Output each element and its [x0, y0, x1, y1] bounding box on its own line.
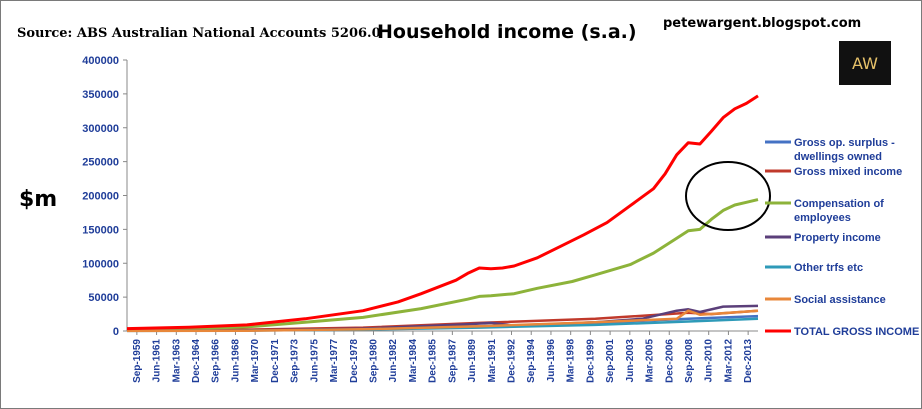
x-tick-label: Dec-2006 — [664, 339, 675, 383]
x-tick-label: Sep-2001 — [605, 339, 616, 383]
x-tick-label: Sep-1987 — [447, 339, 458, 383]
chart-title: Household income (s.a.) — [377, 21, 637, 43]
y-tick-label: 50000 — [88, 292, 119, 304]
x-tick-label: Sep-1959 — [132, 339, 143, 383]
source-note: Source: ABS Australian National Accounts… — [17, 26, 381, 41]
x-tick-label: Mar-1991 — [487, 339, 498, 383]
legend-label: Compensation of employees — [794, 198, 884, 224]
x-tick-label: Jun-1975 — [309, 339, 320, 383]
x-tick-label: Jun-1961 — [152, 339, 163, 383]
y-tick-label: 400000 — [82, 55, 119, 67]
y-tick-label: 0 — [113, 326, 119, 338]
y-axis: 0 50000 100000 150000 200000 250000 300000 3500… — [82, 55, 128, 338]
x-tick-label: Sep-1994 — [526, 339, 537, 383]
series-line-6 — [126, 94, 759, 331]
x-tick-label: Dec-1999 — [585, 339, 596, 383]
x-tick-label: Jun-1968 — [230, 339, 241, 383]
x-tick-label: Dec-1985 — [428, 339, 439, 383]
legend-label: Gross op. surplus -dwellings owned — [794, 137, 895, 163]
y-tick-label: 250000 — [82, 157, 119, 169]
x-tick-label: Sep-1966 — [211, 339, 222, 383]
legend-label: Other trfs etc — [794, 262, 863, 274]
x-tick-label: Jun-2010 — [704, 339, 715, 383]
annotation-ellipse — [685, 161, 771, 231]
x-tick-label: Mar-2012 — [723, 339, 734, 383]
x-tick-label: Jun-1989 — [467, 339, 478, 383]
legend-label: TOTAL GROSS INCOME — [794, 326, 919, 338]
series-line-2 — [126, 198, 759, 331]
x-tick-label: Dec-1978 — [349, 339, 360, 383]
x-tick-label: Dec-1964 — [191, 339, 202, 383]
x-tick-label: Jun-2003 — [625, 339, 636, 383]
x-tick-label: Mar-1984 — [408, 339, 419, 383]
y-tick-label: 100000 — [82, 258, 119, 270]
x-tick-label: Dec-2013 — [743, 339, 754, 383]
x-tick-label: Sep-1980 — [368, 339, 379, 383]
x-tick-label: Mar-1963 — [171, 339, 182, 383]
y-tick-label: 350000 — [82, 89, 119, 101]
legend-label: Social assistance — [794, 294, 886, 306]
logo: AW — [839, 41, 891, 85]
plot-background — [127, 60, 758, 331]
y-tick-label: 200000 — [82, 191, 119, 203]
x-axis: Sep-1959 Jun-1961 Mar-1963 Dec-1964 Sep-1966… — [127, 330, 758, 383]
blog-url: petewargent.blogspot.com — [663, 16, 861, 31]
logo-text: AW — [852, 54, 878, 73]
x-tick-label: Mar-2005 — [645, 339, 656, 383]
x-tick-label: Mar-1998 — [566, 339, 577, 383]
x-tick-label: Mar-1977 — [329, 339, 340, 383]
logo-badge — [839, 41, 891, 85]
x-tick-label: Mar-1970 — [250, 339, 261, 383]
y-tick-label: 150000 — [82, 224, 119, 236]
x-tick-label: Jun-1996 — [546, 339, 557, 383]
legend: Gross op. surplus -dwellings owned Gross … — [765, 137, 919, 338]
legend-label: Property income — [794, 232, 881, 244]
x-tick-label: Sep-2008 — [684, 339, 695, 383]
x-tick-label: Jun-1982 — [388, 339, 399, 383]
legend-label: Gross mixed income — [794, 166, 902, 178]
series-line-5 — [126, 309, 759, 333]
y-tick-label: 300000 — [82, 123, 119, 135]
x-tick-label: Dec-1992 — [507, 339, 518, 383]
y-axis-label: $m — [19, 187, 57, 212]
series-lines — [126, 94, 759, 333]
x-tick-label: Sep-1973 — [290, 339, 301, 383]
x-tick-label: Dec-1971 — [270, 339, 281, 383]
plot-area — [127, 60, 758, 331]
